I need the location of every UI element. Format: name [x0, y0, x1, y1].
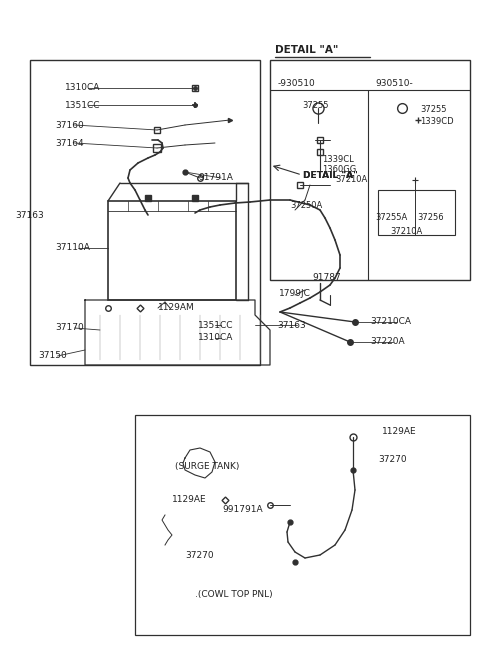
Text: 1799JC: 1799JC: [279, 288, 311, 298]
Text: 91791A: 91791A: [198, 173, 233, 183]
Text: 1339CL: 1339CL: [322, 156, 354, 164]
Text: DETAIL "A": DETAIL "A": [275, 45, 338, 55]
Text: 37256: 37256: [417, 214, 444, 223]
Text: 37220A: 37220A: [370, 338, 405, 346]
Text: 37255A: 37255A: [375, 214, 407, 223]
Text: DETAIL "A": DETAIL "A": [303, 171, 358, 179]
Text: 1310CA: 1310CA: [65, 83, 100, 93]
Text: (SURGE TANK): (SURGE TANK): [175, 463, 240, 472]
Text: -930510: -930510: [278, 78, 316, 87]
Text: 1351CC: 1351CC: [198, 321, 233, 330]
Text: 1360GG: 1360GG: [322, 166, 356, 175]
Text: 37163: 37163: [277, 321, 306, 330]
Text: 37210CA: 37210CA: [370, 317, 411, 327]
Text: 991791A: 991791A: [222, 505, 263, 514]
Text: 1129AE: 1129AE: [172, 495, 206, 505]
Text: 1351CC: 1351CC: [65, 101, 100, 110]
Bar: [30, 60, 260, 365]
Bar: [270, 60, 470, 280]
Bar: [135, 415, 470, 635]
Text: .(COWL TOP PNL): .(COWL TOP PNL): [195, 591, 273, 599]
Text: 1129AM: 1129AM: [158, 304, 195, 313]
Text: 930510-: 930510-: [375, 78, 413, 87]
Text: 1339CD: 1339CD: [420, 118, 454, 127]
Text: 37250A: 37250A: [290, 200, 322, 210]
Text: DETAIL "A": DETAIL "A": [303, 171, 358, 179]
Text: 37255: 37255: [302, 101, 328, 110]
Text: 37170: 37170: [55, 323, 84, 332]
Bar: [108, 201, 236, 300]
Text: 91787: 91787: [312, 273, 341, 281]
Text: 37255: 37255: [420, 106, 446, 114]
Text: 37270: 37270: [185, 551, 214, 560]
Text: 37210A: 37210A: [335, 175, 367, 185]
Text: 1129AE: 1129AE: [382, 428, 417, 436]
Text: 37210A: 37210A: [390, 227, 422, 237]
Text: 37110A: 37110A: [55, 244, 90, 252]
Text: 37150: 37150: [38, 351, 67, 361]
Text: 37163: 37163: [15, 210, 44, 219]
Text: 37160: 37160: [55, 120, 84, 129]
Bar: [378, 190, 455, 235]
Text: 1310CA: 1310CA: [198, 334, 233, 342]
Text: 37270: 37270: [378, 455, 407, 464]
Text: 37164: 37164: [55, 139, 84, 148]
